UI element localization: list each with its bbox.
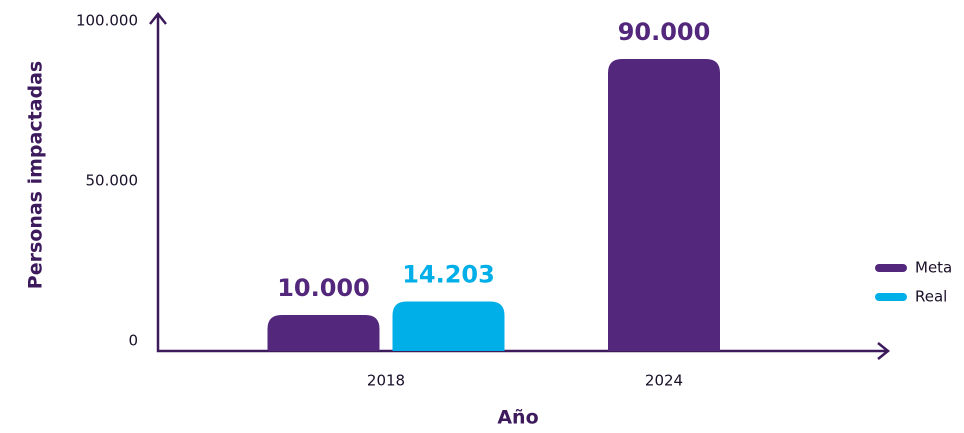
y-tick-label: 100.000: [76, 12, 138, 30]
y-tick-label: 50.000: [86, 172, 139, 190]
bar: [608, 59, 720, 351]
bar: [392, 301, 505, 351]
value-label: 10.000: [277, 274, 370, 302]
axes: [149, 11, 891, 360]
legend-label: Meta: [915, 259, 952, 277]
bar: [267, 315, 380, 351]
x-tick-label: 2024: [645, 372, 683, 390]
y-tick-label: 0: [128, 332, 138, 350]
legend-label: Real: [915, 288, 947, 306]
x-axis-label: Año: [497, 407, 538, 429]
x-tick-label: 2018: [367, 372, 405, 390]
y-axis-label: Personas impactadas: [25, 61, 47, 289]
value-label: 14.203: [402, 261, 495, 289]
value-label: 90.000: [618, 18, 711, 46]
